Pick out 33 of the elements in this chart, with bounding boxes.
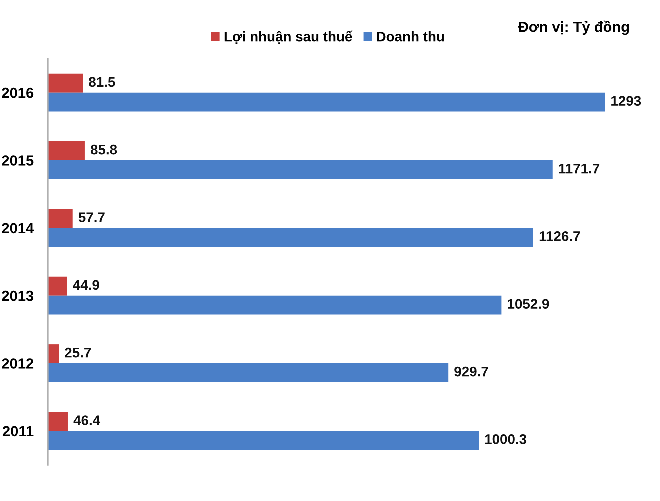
data-label: 1052.9 bbox=[508, 299, 550, 310]
bar bbox=[48, 160, 553, 180]
legend-label: Doanh thu bbox=[377, 32, 444, 42]
bar bbox=[48, 412, 68, 432]
y-tick-label: 2015 bbox=[2, 156, 34, 166]
data-label: 1000.3 bbox=[485, 434, 527, 444]
data-label: 1171.7 bbox=[559, 164, 600, 174]
data-label: 46.4 bbox=[74, 416, 101, 426]
data-label: 25.7 bbox=[65, 348, 92, 358]
bar bbox=[48, 431, 480, 450]
bar bbox=[48, 74, 84, 93]
data-label: 44.9 bbox=[73, 280, 100, 290]
bar bbox=[48, 364, 449, 382]
data-label: 85.8 bbox=[90, 144, 118, 155]
y-tick-label: 2014 bbox=[2, 223, 34, 234]
bar bbox=[48, 228, 534, 248]
data-label: 1126.7 bbox=[540, 232, 580, 242]
bar bbox=[48, 276, 68, 296]
data-label: 81.5 bbox=[89, 77, 116, 88]
y-tick-label: 2012 bbox=[2, 358, 34, 369]
bar bbox=[48, 92, 606, 112]
y-tick-label: 2011 bbox=[2, 426, 34, 437]
y-tick-label: 2016 bbox=[2, 88, 34, 98]
legend-label: Lợi nhuận sau thuế bbox=[224, 30, 353, 44]
bar bbox=[48, 296, 502, 315]
data-label: 57.7 bbox=[78, 212, 105, 222]
bar bbox=[48, 142, 85, 160]
y-tick-label: 2013 bbox=[2, 290, 34, 302]
bar bbox=[48, 209, 73, 228]
bar bbox=[48, 344, 60, 364]
text: Đơn vị: Tỷ đồng bbox=[518, 20, 630, 36]
data-label: 929.7 bbox=[454, 366, 488, 377]
data-label: 1293 bbox=[612, 96, 642, 106]
